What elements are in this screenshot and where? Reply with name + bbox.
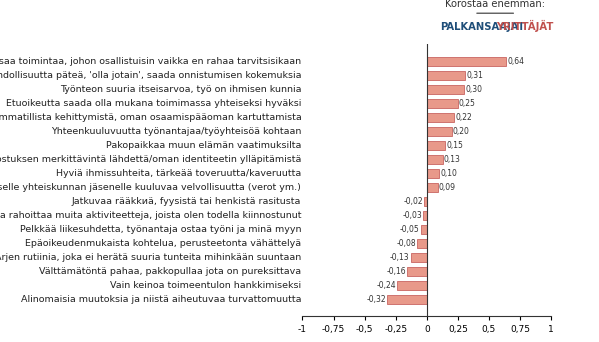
Bar <box>424 197 426 206</box>
Text: -0,03: -0,03 <box>403 211 422 220</box>
Text: Yhteenkuuluvuutta työnantajaa/työyhteisöä kohtaan: Yhteenkuuluvuutta työnantajaa/työyhteisö… <box>51 127 301 136</box>
Text: PALKANSAAJAT: PALKANSAAJAT <box>440 22 525 32</box>
Text: 0,30: 0,30 <box>465 85 482 94</box>
Bar <box>426 141 446 150</box>
Bar <box>426 99 458 108</box>
Bar <box>426 113 454 122</box>
Text: -0,02: -0,02 <box>404 197 423 206</box>
Text: Epäoikeudenmukaista kohtelua, perusteetonta vähättelyä: Epäoikeudenmukaista kohtelua, perusteeto… <box>25 239 301 248</box>
Text: 0,15: 0,15 <box>446 141 463 150</box>
Bar <box>420 225 426 234</box>
Text: Mieluisaa toimintaa, johon osallistuisin vaikka en rahaa tarvitsisikaan: Mieluisaa toimintaa, johon osallistuisin… <box>0 57 301 66</box>
Text: Etuoikeutta saada olla mukana toimimassa yhteiseksi hyväksi: Etuoikeutta saada olla mukana toimimassa… <box>6 99 301 108</box>
Text: -0,05: -0,05 <box>400 225 419 234</box>
Text: Itsearvostuksen merkittävintä lähdettä/oman identiteetin ylläpitämistä: Itsearvostuksen merkittävintä lähdettä/o… <box>0 155 301 164</box>
Text: Keinoa rahoittaa muita aktiviteetteja, joista olen todella kiinnostunut: Keinoa rahoittaa muita aktiviteetteja, j… <box>0 211 301 220</box>
Bar <box>426 183 438 192</box>
Bar <box>407 267 426 276</box>
Text: Välttämätöntä pahaa, pakkopullaa jota on pureksittava: Välttämätöntä pahaa, pakkopullaa jota on… <box>39 267 301 276</box>
Bar <box>397 281 426 290</box>
Bar <box>426 127 452 136</box>
Text: 0,13: 0,13 <box>444 155 461 164</box>
Text: -0,32: -0,32 <box>367 295 386 304</box>
Text: Jatkuvaa rääkkиä, fyysistä tai henkistä rasitusta: Jatkuvaa rääkkиä, fyysistä tai henkistä … <box>72 197 301 206</box>
Text: Pakopaikkaa muun elämän vaatimuksilta: Pakopaikkaa muun elämän vaatimuksilta <box>106 141 301 150</box>
Text: 0,09: 0,09 <box>439 183 456 192</box>
Bar <box>423 211 426 220</box>
Text: -0,24: -0,24 <box>376 281 396 290</box>
Bar <box>411 253 426 262</box>
Text: 0,10: 0,10 <box>440 169 457 178</box>
Text: Työnteon suuria itseisarvoa, työ on ihmisen kunnia: Työnteon suuria itseisarvoa, työ on ihmi… <box>60 85 301 94</box>
Bar <box>426 155 443 164</box>
Text: 0,22: 0,22 <box>455 113 472 122</box>
Text: Jokaiselle yhteiskunnan jäsenelle kuuluvaa velvollisuutta (verot ym.): Jokaiselle yhteiskunnan jäsenelle kuuluv… <box>0 183 301 192</box>
Text: Vain keinoa toimeentulon hankkimiseksi: Vain keinoa toimeentulon hankkimiseksi <box>110 281 301 290</box>
Text: Hyviä ihmissuhteita, tärkeää toveruutta/kaveruutta: Hyviä ihmissuhteita, tärkeää toveruutta/… <box>56 169 301 178</box>
Text: Korostaa enemmän:: Korostaa enemmän: <box>445 0 545 9</box>
Bar <box>426 169 439 178</box>
Bar <box>387 295 426 304</box>
Text: Arjen rutiinia, joka ei herätä suuria tunteita mihinkään suuntaan: Arjen rutiinia, joka ei herätä suuria tu… <box>0 253 301 262</box>
Bar <box>426 71 465 80</box>
Text: -0,13: -0,13 <box>390 253 410 262</box>
Bar <box>426 57 506 66</box>
Text: 0,20: 0,20 <box>453 127 470 136</box>
Text: 0,25: 0,25 <box>459 99 476 108</box>
Text: -0,08: -0,08 <box>396 239 416 248</box>
Text: YRITTÄJÄT: YRITTÄJÄT <box>497 20 553 32</box>
Text: Pelkkää liikesuhdetta, työnantaja ostaa työni ja minä myyn: Pelkkää liikesuhdetta, työnantaja ostaa … <box>20 225 301 234</box>
Text: Alinomaisia muutoksia ja niistä aiheutuvaa turvattomuutta: Alinomaisia muutoksia ja niistä aiheutuv… <box>21 295 301 304</box>
Bar <box>426 85 464 94</box>
Text: -0,16: -0,16 <box>386 267 406 276</box>
Text: Mahdollisuutta päteä, 'olla jotain', saada onnistumisen kokemuksia: Mahdollisuutta päteä, 'olla jotain', saa… <box>0 71 301 80</box>
Bar <box>417 239 426 248</box>
Text: 0,64: 0,64 <box>507 57 524 66</box>
Text: Ammatillista kehittymistä, oman osaamispääoman kartuttamista: Ammatillista kehittymistä, oman osaamisp… <box>0 113 301 122</box>
Text: 0,31: 0,31 <box>466 71 483 80</box>
